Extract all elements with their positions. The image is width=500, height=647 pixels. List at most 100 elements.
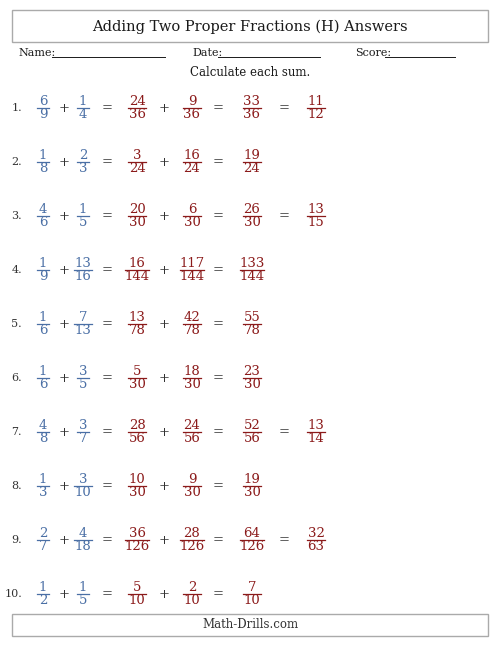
Text: 4: 4 (79, 527, 87, 540)
FancyBboxPatch shape (12, 614, 488, 636)
Text: 56: 56 (244, 432, 260, 445)
Text: 15: 15 (308, 216, 324, 229)
Text: +: + (158, 210, 170, 223)
Text: 6: 6 (39, 324, 47, 337)
Text: =: = (212, 587, 224, 600)
Text: 36: 36 (128, 527, 146, 540)
Text: 78: 78 (128, 324, 146, 337)
Text: 6.: 6. (12, 373, 22, 383)
Text: 9: 9 (188, 95, 196, 108)
Text: 1: 1 (39, 149, 47, 162)
Text: 30: 30 (184, 486, 200, 499)
Text: +: + (158, 263, 170, 276)
Text: =: = (212, 426, 224, 439)
Text: 16: 16 (184, 149, 200, 162)
Text: Date:: Date: (192, 48, 222, 58)
Text: 10: 10 (128, 473, 146, 486)
Text: 36: 36 (244, 108, 260, 121)
Text: 7: 7 (79, 311, 88, 324)
Text: 5: 5 (79, 216, 87, 229)
Text: 30: 30 (128, 378, 146, 391)
Text: 4: 4 (39, 419, 47, 432)
Text: +: + (58, 155, 70, 168)
Text: +: + (158, 534, 170, 547)
Text: 8.: 8. (12, 481, 22, 491)
Text: 52: 52 (244, 419, 260, 432)
Text: 3: 3 (39, 486, 47, 499)
Text: Calculate each sum.: Calculate each sum. (190, 65, 310, 78)
Text: =: = (102, 534, 112, 547)
Text: 55: 55 (244, 311, 260, 324)
Text: Math-Drills.com: Math-Drills.com (202, 619, 298, 631)
Text: 1: 1 (79, 95, 87, 108)
Text: 30: 30 (244, 216, 260, 229)
Text: =: = (212, 102, 224, 115)
Text: 13: 13 (74, 324, 92, 337)
Text: Adding Two Proper Fractions (H) Answers: Adding Two Proper Fractions (H) Answers (92, 20, 408, 34)
Text: +: + (158, 102, 170, 115)
Text: 78: 78 (244, 324, 260, 337)
Text: +: + (158, 587, 170, 600)
Text: 16: 16 (128, 257, 146, 270)
Text: 126: 126 (180, 540, 204, 553)
Text: 36: 36 (184, 108, 200, 121)
Text: 5: 5 (133, 365, 141, 378)
Text: 8: 8 (39, 162, 47, 175)
Text: 10.: 10. (4, 589, 22, 599)
Text: 3: 3 (79, 419, 88, 432)
Text: 7: 7 (79, 432, 88, 445)
Text: =: = (102, 263, 112, 276)
Text: 7.: 7. (12, 427, 22, 437)
Text: 3.: 3. (12, 211, 22, 221)
Text: 10: 10 (128, 594, 146, 607)
Text: 12: 12 (308, 108, 324, 121)
Text: +: + (158, 426, 170, 439)
Text: =: = (278, 210, 289, 223)
Text: 14: 14 (308, 432, 324, 445)
Text: 3: 3 (79, 473, 88, 486)
Text: =: = (212, 479, 224, 492)
Text: 26: 26 (244, 203, 260, 216)
Text: 64: 64 (244, 527, 260, 540)
Text: 24: 24 (128, 162, 146, 175)
Text: +: + (58, 479, 70, 492)
Text: 10: 10 (184, 594, 200, 607)
Text: 2: 2 (79, 149, 87, 162)
Text: 6: 6 (39, 378, 47, 391)
Text: 5.: 5. (12, 319, 22, 329)
Text: 19: 19 (244, 473, 260, 486)
Text: 133: 133 (240, 257, 264, 270)
Text: 5: 5 (79, 378, 87, 391)
Text: 56: 56 (184, 432, 200, 445)
Text: =: = (102, 426, 112, 439)
Text: 19: 19 (244, 149, 260, 162)
Text: 8: 8 (39, 432, 47, 445)
Text: 144: 144 (124, 270, 150, 283)
Text: 7: 7 (39, 540, 47, 553)
Text: 7: 7 (248, 581, 256, 594)
Text: 2: 2 (39, 594, 47, 607)
Text: 30: 30 (184, 378, 200, 391)
Text: 18: 18 (184, 365, 200, 378)
Text: 2: 2 (188, 581, 196, 594)
Text: 4: 4 (79, 108, 87, 121)
Text: +: + (158, 479, 170, 492)
Text: 4: 4 (39, 203, 47, 216)
Text: 9.: 9. (12, 535, 22, 545)
Text: +: + (158, 155, 170, 168)
Text: 3: 3 (133, 149, 141, 162)
Text: Name:: Name: (18, 48, 55, 58)
Text: 11: 11 (308, 95, 324, 108)
Text: 144: 144 (240, 270, 264, 283)
Text: 56: 56 (128, 432, 146, 445)
Text: =: = (102, 210, 112, 223)
Text: 32: 32 (308, 527, 324, 540)
Text: =: = (212, 318, 224, 331)
Text: 6: 6 (39, 216, 47, 229)
Text: 1: 1 (39, 473, 47, 486)
Text: 30: 30 (244, 378, 260, 391)
Text: 13: 13 (128, 311, 146, 324)
Text: =: = (212, 210, 224, 223)
Text: =: = (278, 102, 289, 115)
Text: 5: 5 (79, 594, 87, 607)
